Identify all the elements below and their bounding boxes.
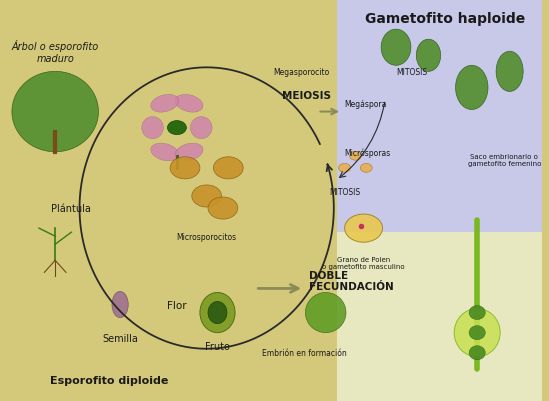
Ellipse shape	[456, 66, 488, 110]
Ellipse shape	[496, 52, 523, 92]
Text: Micrósporas: Micrósporas	[345, 148, 391, 157]
Ellipse shape	[381, 30, 411, 66]
Ellipse shape	[345, 215, 383, 243]
Text: MEIOSIS: MEIOSIS	[282, 91, 331, 101]
Text: Embrión en formación: Embrión en formación	[262, 348, 346, 357]
Ellipse shape	[214, 157, 243, 179]
Ellipse shape	[469, 326, 485, 340]
Text: Saco embrionario o
gametofito femenino: Saco embrionario o gametofito femenino	[468, 154, 541, 167]
Text: Fruto: Fruto	[205, 341, 230, 351]
Text: DOBLE
FECUNDACIÓN: DOBLE FECUNDACIÓN	[310, 270, 394, 292]
Ellipse shape	[350, 152, 361, 161]
Text: Esporofito diploide: Esporofito diploide	[50, 375, 168, 385]
Ellipse shape	[416, 40, 441, 72]
Ellipse shape	[112, 292, 128, 318]
Ellipse shape	[12, 72, 98, 152]
Ellipse shape	[170, 157, 200, 179]
Ellipse shape	[167, 121, 186, 136]
Text: Megasporocito: Megasporocito	[273, 68, 329, 77]
Text: Árbol o esporofito
maduro: Árbol o esporofito maduro	[12, 40, 99, 64]
Ellipse shape	[142, 117, 164, 140]
Ellipse shape	[175, 144, 203, 162]
Ellipse shape	[360, 164, 372, 173]
Text: MITOSIS: MITOSIS	[397, 68, 428, 77]
Ellipse shape	[305, 293, 346, 333]
Text: Flor: Flor	[167, 301, 187, 311]
Ellipse shape	[175, 95, 203, 113]
Ellipse shape	[151, 144, 179, 162]
Text: Microsporocitos: Microsporocitos	[177, 233, 237, 241]
Ellipse shape	[191, 117, 212, 140]
Ellipse shape	[339, 164, 351, 173]
Ellipse shape	[469, 346, 485, 360]
FancyBboxPatch shape	[337, 0, 542, 233]
Text: Grano de Polen
o gametofito masculino: Grano de Polen o gametofito masculino	[322, 257, 405, 269]
Ellipse shape	[208, 302, 227, 324]
FancyBboxPatch shape	[337, 233, 542, 401]
Ellipse shape	[200, 293, 235, 333]
Text: MITOSIS: MITOSIS	[329, 188, 360, 197]
Ellipse shape	[151, 95, 179, 113]
Ellipse shape	[192, 185, 222, 208]
Ellipse shape	[454, 309, 500, 357]
Text: Gametofito haploide: Gametofito haploide	[365, 12, 525, 26]
Ellipse shape	[469, 306, 485, 320]
Text: Plántula: Plántula	[52, 204, 91, 213]
Text: Semilla: Semilla	[102, 333, 138, 343]
Ellipse shape	[208, 197, 238, 220]
Text: Megáspora: Megáspora	[345, 100, 387, 109]
